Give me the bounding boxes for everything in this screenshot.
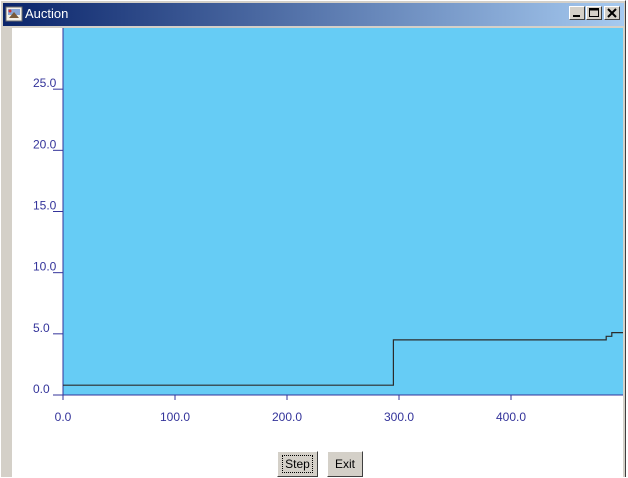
window-title: Auction: [25, 6, 69, 21]
x-tick-label: 0.0: [55, 410, 72, 424]
minimize-icon: [573, 15, 580, 17]
maximize-button[interactable]: [586, 6, 602, 20]
y-tick-label: 20.0: [33, 137, 57, 151]
minimize-button[interactable]: [569, 6, 585, 20]
auction-app-icon: [5, 6, 23, 22]
chart-panel: 0.0 5.0 10.0 15.0 20.0 25.0 0.0 100.0 200.0 300.0…: [12, 28, 623, 478]
exit-button[interactable]: Exit: [327, 451, 363, 477]
maximize-icon: [589, 8, 599, 17]
step-button-label: Step: [282, 455, 313, 473]
title-bar[interactable]: Auction: [3, 3, 624, 26]
x-tick-label: 300.0: [384, 410, 414, 424]
y-tick-label: 10.0: [33, 260, 57, 274]
y-tick-label: 15.0: [33, 199, 57, 213]
price-chart: 0.0 5.0 10.0 15.0 20.0 25.0 0.0 100.0 200.0 300.0…: [33, 28, 623, 424]
exit-button-label: Exit: [334, 457, 355, 471]
y-tick-label: 25.0: [33, 76, 57, 90]
close-icon: [607, 8, 617, 18]
step-button[interactable]: Step: [277, 451, 318, 477]
y-tick-label: 0.0: [33, 382, 50, 396]
x-tick-label: 200.0: [272, 410, 302, 424]
plot-area: [63, 28, 623, 395]
close-button[interactable]: [604, 6, 620, 20]
y-tick-label: 5.0: [33, 321, 50, 335]
series-line: [63, 332, 623, 386]
x-tick-label: 100.0: [160, 410, 190, 424]
x-tick-label: 400.0: [496, 410, 526, 424]
